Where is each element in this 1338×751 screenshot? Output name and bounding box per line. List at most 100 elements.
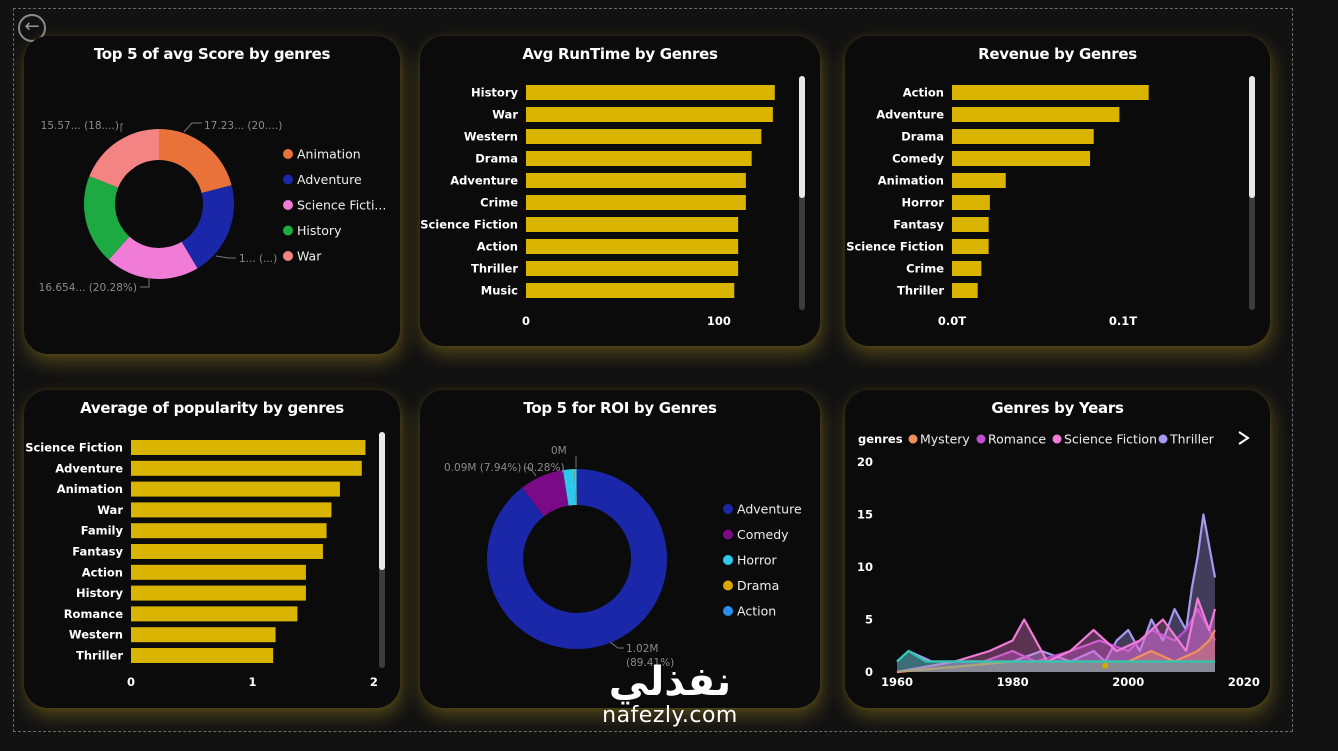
bar-label-fantasy: Fantasy	[893, 218, 944, 232]
popularity-scrollbar-thumb[interactable]	[379, 432, 385, 570]
bar-action	[526, 239, 739, 254]
nafezly-watermark: نفذلي nafezly.com	[590, 660, 750, 728]
x-tick-2020: 2020	[1228, 675, 1260, 689]
legend-dot-history	[283, 225, 293, 236]
play-triangle-icon	[1238, 431, 1250, 445]
donut-slice-science-fiction	[108, 236, 198, 279]
leader-line-comedy	[524, 467, 537, 477]
bar-label-crime: Crime	[480, 196, 518, 210]
legend-dot-animation	[283, 149, 293, 159]
leader-line-science-fiction	[140, 277, 150, 288]
legend-dot-adventure	[283, 174, 293, 185]
area-science-fiction	[897, 598, 1215, 672]
line-teal	[896, 649, 1215, 663]
legend-dot-comedy	[723, 529, 733, 540]
data-label-adventure-pct: (89.41%)	[626, 657, 674, 669]
popularity-chart-title: Average of popularity by genres	[80, 399, 344, 417]
revenue-bar-card[interactable]: Revenue by Genres Action Adventure Drama Co…	[845, 36, 1270, 346]
data-label-adventure-value: 1.02M	[626, 643, 658, 655]
bar-western	[526, 129, 762, 144]
score-donut-card[interactable]: Top 5 of avg Score by genres Animation Ad…	[24, 36, 400, 354]
legend-dot-horror	[723, 555, 733, 565]
genres-years-card[interactable]: Genres by Years genres Mystery Romance Scie…	[845, 390, 1270, 708]
bar-fantasy	[131, 544, 323, 559]
legend-label-comedy: Comedy	[737, 527, 789, 542]
bar-label-action: Action	[82, 565, 123, 579]
runtime-bar-card[interactable]: Avg RunTime by Genres History War Western D…	[420, 36, 820, 346]
bar-war	[131, 502, 332, 518]
bar-label-comedy: Comedy	[892, 152, 944, 166]
x-tick-0-0t: 0.0T	[938, 314, 966, 328]
bar-label-adventure: Adventure	[450, 174, 518, 188]
legend-dot-romance	[976, 434, 986, 444]
bar-action	[131, 564, 306, 580]
donut-slice-drama	[574, 469, 577, 506]
donut-slice-comedy	[522, 470, 569, 517]
legend-label-science-fiction: Science Ficti...	[297, 198, 386, 213]
leader-line-animation	[183, 122, 202, 133]
x-tick-2: 2	[370, 675, 378, 689]
bar-science-fiction	[952, 239, 989, 254]
legend-label-adventure: Adventure	[297, 172, 362, 187]
bar-comedy	[952, 151, 1091, 166]
area-thriller	[897, 514, 1215, 672]
legend-label-mystery: Mystery	[920, 432, 970, 447]
bar-label-history: History	[471, 86, 518, 100]
legend-dot-thriller	[1158, 434, 1168, 444]
y-tick-15: 15	[857, 508, 873, 522]
bar-label-western: Western	[464, 130, 518, 144]
data-label-war: 15.57... (18....)	[41, 120, 119, 132]
popularity-bar-chart: Science Fiction Adventure Animation War Fami…	[25, 440, 378, 689]
y-tick-5: 5	[865, 613, 873, 627]
bar-label-war: War	[492, 108, 518, 122]
bar-history	[131, 585, 306, 601]
legend-dot-adventure	[723, 504, 733, 514]
revenue-scrollbar-thumb[interactable]	[1249, 76, 1255, 198]
runtime-bar-chart: History War Western Drama Adventure Crime Scie…	[420, 85, 775, 328]
legend-dot-action	[723, 606, 733, 616]
bar-thriller	[526, 261, 739, 276]
x-tick-0: 0	[522, 314, 530, 328]
y-tick-0: 0	[865, 665, 873, 679]
bar-label-fantasy: Fantasy	[72, 545, 123, 559]
donut-slice-adventure	[181, 185, 235, 269]
revenue-scrollbar[interactable]	[1249, 76, 1255, 310]
score-chart-title: Top 5 of avg Score by genres	[93, 45, 331, 63]
legend-label-drama: Drama	[737, 578, 779, 593]
data-label-comedy: 0.09M (7.94%)	[444, 462, 521, 474]
bar-label-thriller: Thriller	[76, 649, 123, 663]
bar-crime	[952, 261, 982, 276]
data-label-zero: 0M	[551, 445, 567, 457]
runtime-scrollbar[interactable]	[799, 76, 805, 310]
line-science-fiction	[896, 597, 1217, 674]
legend-dot-mystery	[908, 434, 918, 444]
legend-dot-drama	[723, 580, 733, 591]
x-tick-1960: 1960	[881, 675, 913, 689]
runtime-scrollbar-thumb[interactable]	[799, 76, 805, 198]
watermark-latin: nafezly.com	[602, 703, 738, 728]
bar-thriller	[952, 283, 978, 298]
bar-label-adventure: Adventure	[55, 461, 123, 475]
x-tick-0-1t: 0.1T	[1109, 314, 1137, 328]
bar-label-war: War	[97, 503, 123, 517]
legend-dot-science-fiction	[283, 200, 293, 210]
donut-slice-history	[83, 176, 130, 260]
bar-science-fiction	[131, 440, 366, 455]
popularity-scrollbar[interactable]	[379, 432, 385, 668]
bar-label-thriller: Thriller	[471, 262, 518, 276]
bar-fantasy	[952, 217, 989, 232]
bar-label-drama: Drama	[901, 130, 944, 144]
bar-label-animation: Animation	[878, 174, 944, 188]
bar-label-history: History	[76, 586, 123, 600]
roi-donut-card[interactable]: Top 5 for ROI by Genres Adventure Comedy H…	[420, 390, 820, 708]
bar-label-science-fiction: Science Fiction	[420, 218, 518, 232]
bar-drama	[526, 151, 752, 166]
bar-label-crime: Crime	[906, 262, 944, 276]
y-tick-20: 20	[857, 455, 873, 469]
donut-slice-war	[89, 129, 159, 188]
y-tick-10: 10	[857, 560, 873, 574]
x-tick-1980: 1980	[997, 675, 1029, 689]
popularity-bar-card[interactable]: Average of popularity by genres Science …	[24, 390, 400, 708]
legend-label-adventure: Adventure	[737, 502, 802, 517]
leader-line-war	[120, 123, 123, 132]
